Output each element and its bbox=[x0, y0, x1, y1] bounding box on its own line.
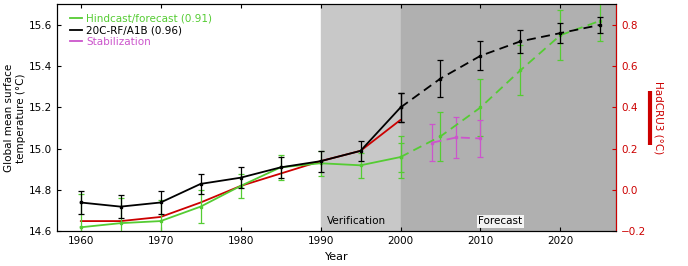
X-axis label: Year: Year bbox=[325, 252, 348, 262]
Bar bbox=[400, 4, 616, 231]
Text: Verification: Verification bbox=[327, 216, 386, 226]
Y-axis label: HadCRU3 (°C): HadCRU3 (°C) bbox=[653, 81, 663, 155]
Legend: Hindcast/forecast (0.91), 20C-RF/A1B (0.96), Stabilization: Hindcast/forecast (0.91), 20C-RF/A1B (0.… bbox=[67, 12, 214, 49]
Y-axis label: Global mean surface
temperature (°C): Global mean surface temperature (°C) bbox=[4, 64, 25, 172]
Text: Forecast: Forecast bbox=[478, 216, 522, 226]
Bar bbox=[321, 4, 400, 231]
